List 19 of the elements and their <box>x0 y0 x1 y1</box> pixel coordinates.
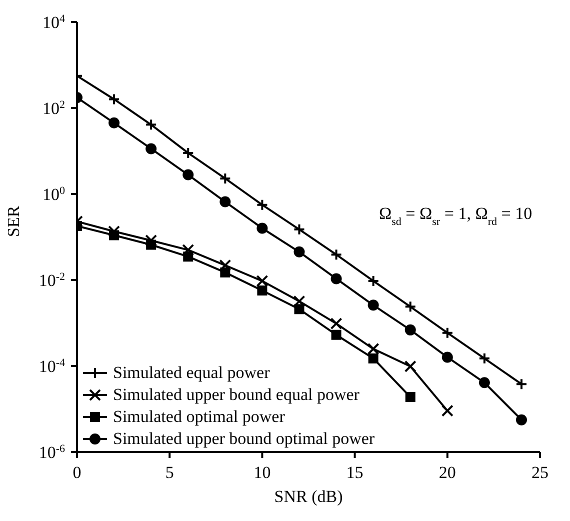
legend-label: Simulated optimal power <box>113 406 285 428</box>
legend-label: Simulated equal power <box>113 362 270 384</box>
y-tick-label: 10$^{4}$ <box>42 13 66 32</box>
annotation: Ω$_{sd}$ = Ω$_{sr}$ = 1, Ω$_{rd}$ = 10 <box>379 204 532 228</box>
y-tick-label: 10$^{-4}$ <box>38 357 66 376</box>
x-tick-label: 20 <box>438 463 456 482</box>
x-tick-label: 5 <box>165 463 174 482</box>
x-tick-label: 25 <box>532 463 548 482</box>
y-tick-label: 10$^{0}$ <box>42 185 66 204</box>
x-tick-label: 0 <box>72 463 82 482</box>
legend-label: Simulated upper bound optimal power <box>113 428 375 450</box>
x-axis-title: SNR (dB) <box>274 487 343 506</box>
y-tick-label: 10$^{2}$ <box>42 99 65 118</box>
x-tick-label: 10 <box>254 463 271 482</box>
x-tick-label: 15 <box>346 463 364 482</box>
y-tick-label: 10$^{-2}$ <box>38 271 65 290</box>
y-tick-label: 10$^{-6}$ <box>38 443 66 462</box>
y-axis-title: SER <box>4 205 24 237</box>
legend-label: Simulated upper bound equal power <box>113 384 360 406</box>
